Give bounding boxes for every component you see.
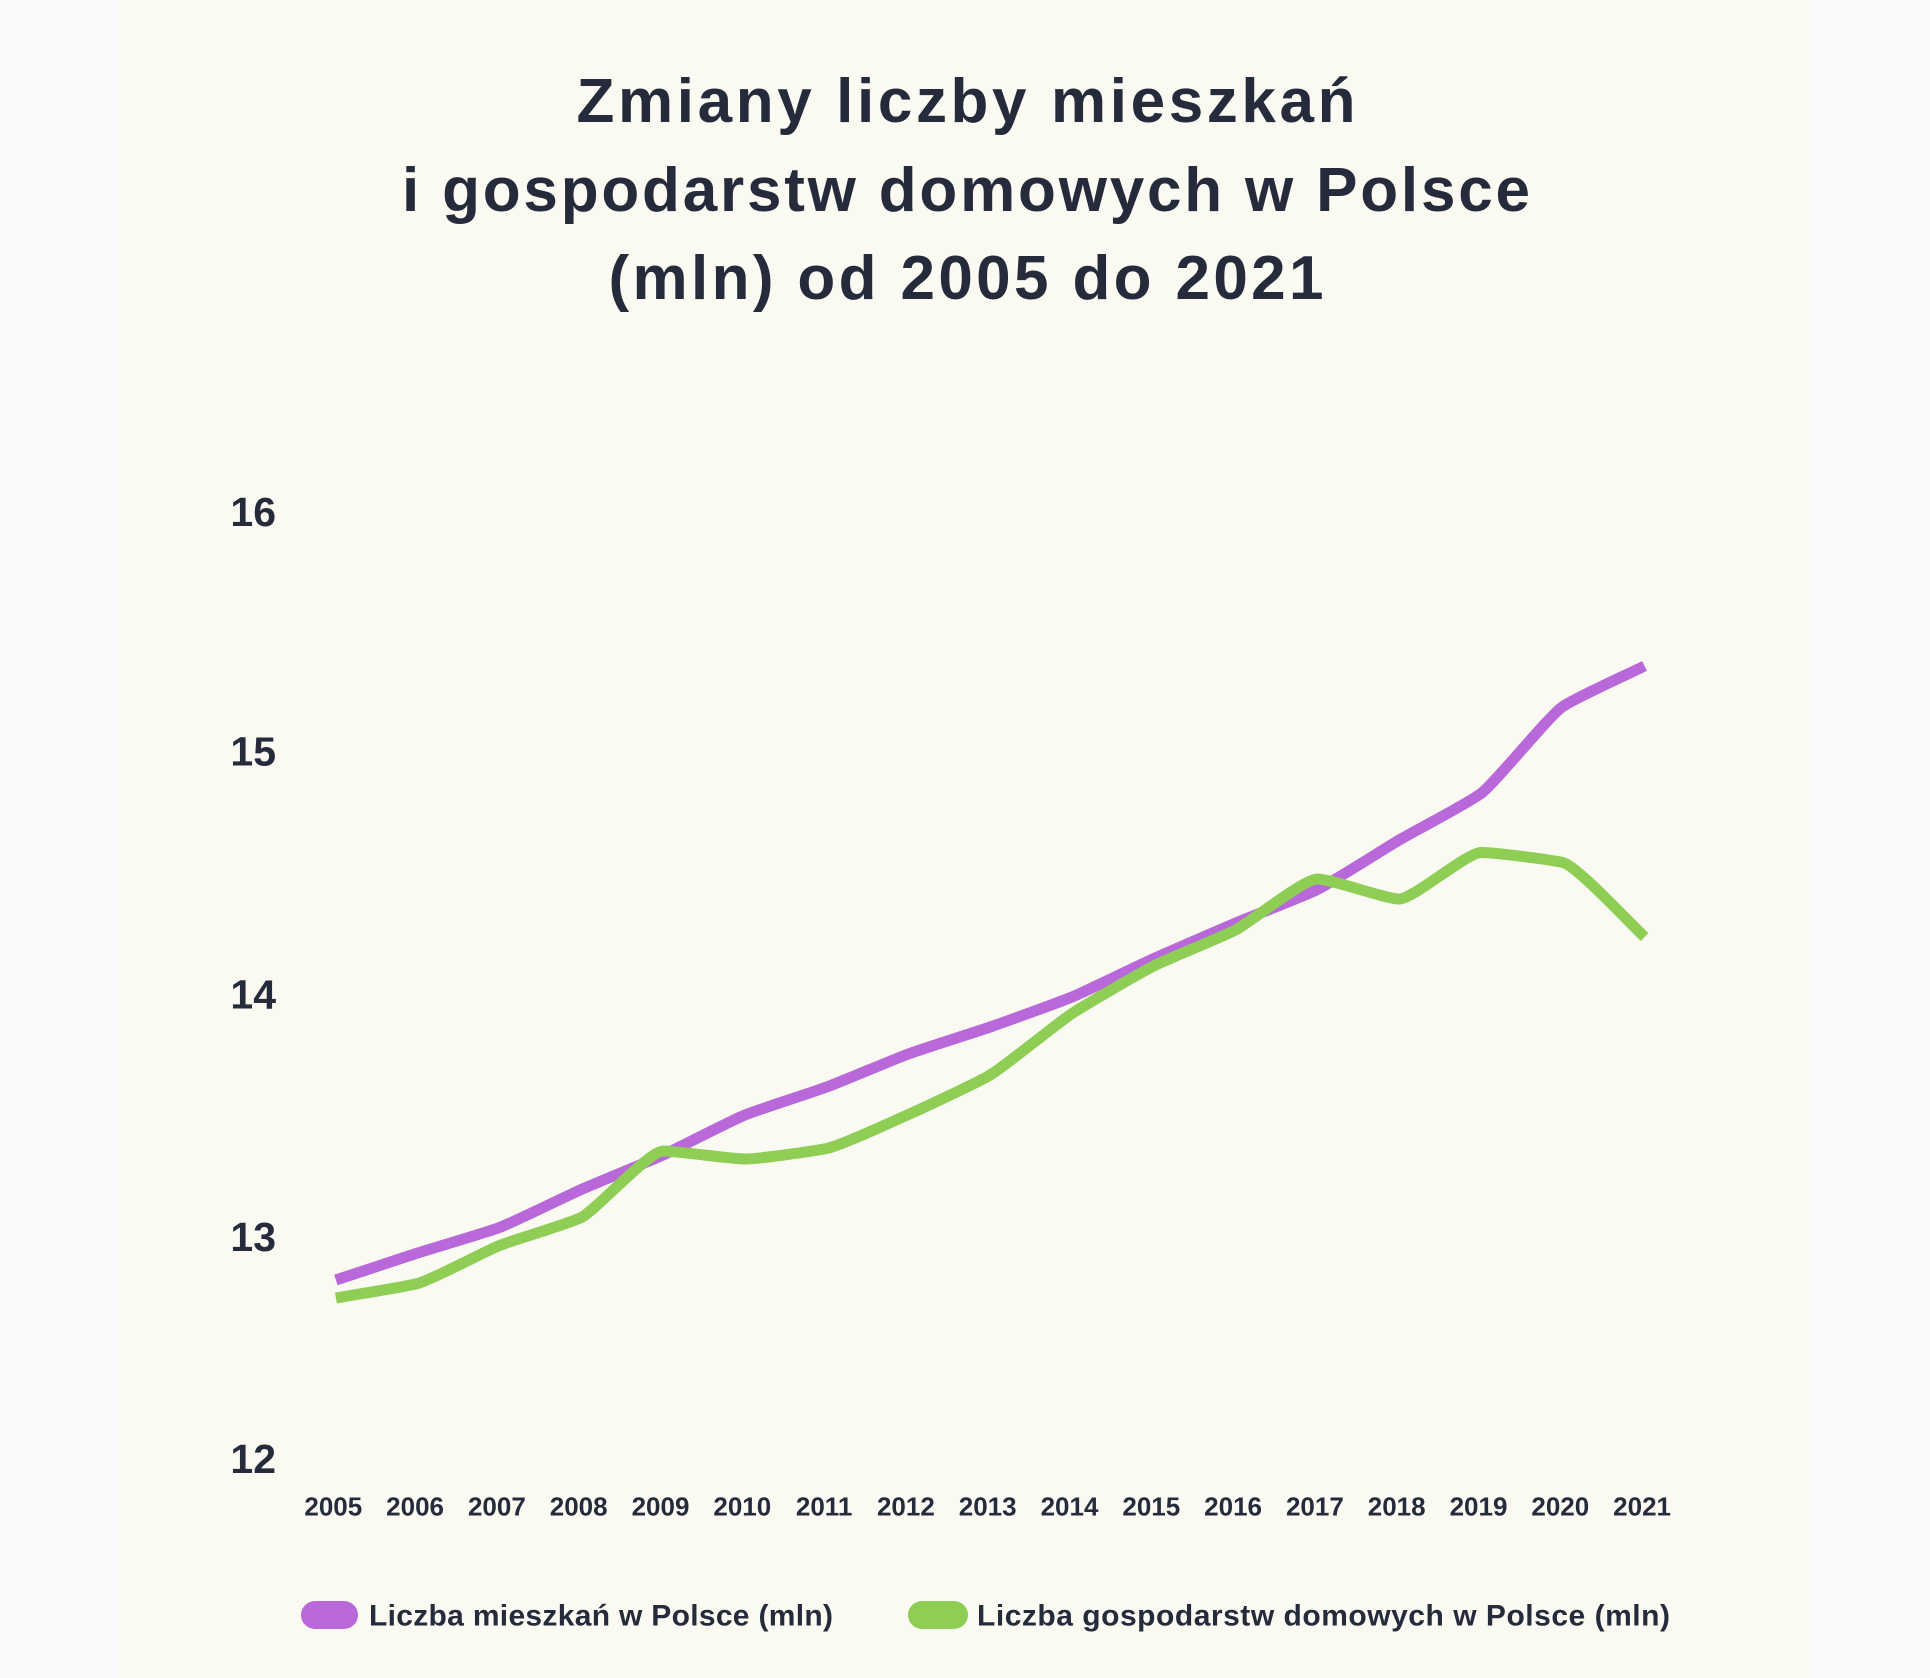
svg-text:2014: 2014 xyxy=(1041,1492,1099,1522)
svg-text:2006: 2006 xyxy=(386,1492,444,1522)
svg-text:2007: 2007 xyxy=(468,1492,526,1522)
svg-text:2012: 2012 xyxy=(877,1492,935,1522)
svg-text:2018: 2018 xyxy=(1368,1492,1426,1522)
svg-text:2020: 2020 xyxy=(1531,1492,1589,1522)
svg-text:13: 13 xyxy=(230,1214,276,1260)
svg-text:Zmiany liczby mieszkań: Zmiany liczby mieszkań xyxy=(577,67,1356,136)
svg-text:Liczba mieszkań w Polsce (mln): Liczba mieszkań w Polsce (mln) xyxy=(369,1600,833,1633)
svg-text:15: 15 xyxy=(230,729,276,775)
svg-text:16: 16 xyxy=(230,489,276,535)
svg-text:14: 14 xyxy=(230,972,276,1018)
svg-text:2013: 2013 xyxy=(959,1492,1017,1522)
svg-text:2017: 2017 xyxy=(1286,1492,1344,1522)
svg-text:2011: 2011 xyxy=(796,1492,852,1522)
svg-text:2021: 2021 xyxy=(1613,1492,1671,1522)
svg-text:i gospodarstw domowych w Polsc: i gospodarstw domowych w Polsce xyxy=(402,156,1530,225)
svg-text:12: 12 xyxy=(230,1436,276,1482)
svg-text:2008: 2008 xyxy=(550,1492,608,1522)
svg-text:2019: 2019 xyxy=(1450,1492,1508,1522)
svg-text:Liczba gospodarstw domowych w: Liczba gospodarstw domowych w Polsce (ml… xyxy=(977,1600,1670,1633)
svg-text:2009: 2009 xyxy=(632,1492,690,1522)
svg-text:2016: 2016 xyxy=(1204,1492,1262,1522)
svg-text:2010: 2010 xyxy=(713,1492,771,1522)
svg-text:2015: 2015 xyxy=(1122,1492,1180,1522)
svg-text:(mln) od 2005 do 2021: (mln) od 2005 do 2021 xyxy=(609,244,1324,313)
svg-text:2005: 2005 xyxy=(304,1492,362,1522)
